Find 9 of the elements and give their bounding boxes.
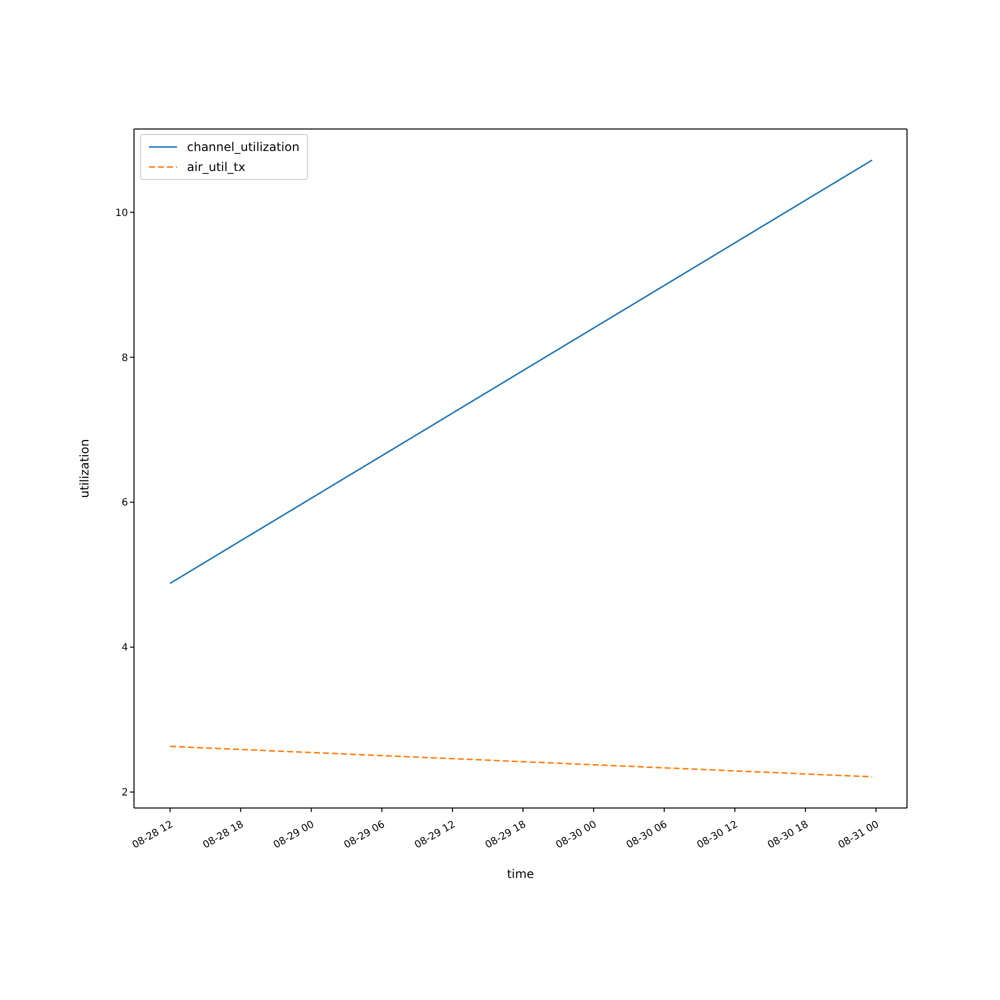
legend-label: channel_utilization	[187, 139, 300, 156]
y-axis-title: utilization	[77, 439, 92, 498]
y-tick-label: 10	[115, 208, 128, 219]
legend-label: air_util_tx	[187, 159, 246, 176]
x-axis-title: time	[506, 867, 534, 881]
y-tick-label: 8	[122, 352, 128, 364]
y-tick-label: 2	[122, 788, 128, 799]
y-tick-label: 6	[122, 498, 128, 509]
y-tick-label: 4	[122, 642, 128, 654]
